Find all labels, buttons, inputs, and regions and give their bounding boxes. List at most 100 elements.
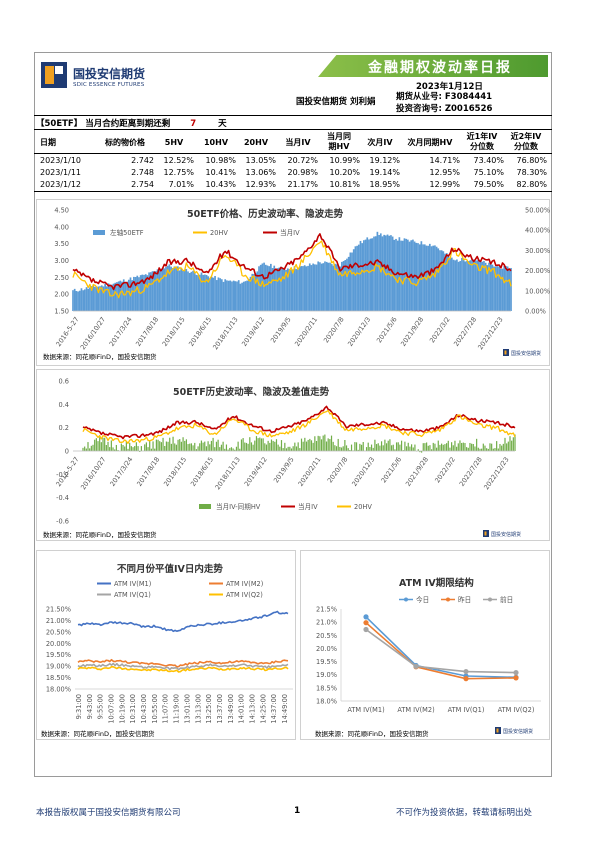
table-cell: 12.93%: [245, 180, 276, 189]
chart3-legend-q2: ATM IV(Q2): [226, 591, 263, 599]
chart3-x-tick: 13:37:00: [216, 694, 224, 724]
table-cell: 73.40%: [473, 156, 504, 165]
chart3-y-tick: 18.50%: [46, 674, 71, 682]
chart1-x-tick: 2021/9/28: [399, 316, 425, 348]
chart1-x-tick: 2020/7/8: [322, 316, 346, 345]
table-header-cell: 近1年IV 分位数: [466, 132, 498, 151]
table-cell: 10.98%: [205, 156, 236, 165]
chart1-x-tick: 2018/6/15: [187, 316, 213, 348]
chart3-x-tick: 9:31:00: [75, 694, 83, 719]
chart2-x-tick: 2019/4/12: [243, 456, 269, 488]
table-cell: 2023/1/10: [40, 156, 82, 165]
chart4-legend-today-marker: [404, 597, 408, 602]
chart1-x-tick: 2019/9/5: [269, 316, 293, 345]
chart2-x-tick: 2018/11/13: [214, 456, 242, 492]
table-cell: 20.98%: [287, 168, 318, 177]
chart4-point: [363, 614, 369, 620]
days-unit: 天: [218, 119, 227, 129]
table-header-cell: 近2年IV 分位数: [510, 132, 542, 151]
chart3-x-tick: 10:43:00: [140, 694, 148, 724]
table-header-cell: 标的物价格: [105, 138, 145, 147]
chart4-legend-yesterday: 昨日: [458, 595, 471, 604]
chart1-source: 数据来源：同花顺iFinD，国投安信期货: [43, 353, 157, 361]
logo-mark-icon: [41, 62, 67, 88]
table-cell: 79.50%: [473, 180, 504, 189]
chart3-x-tick: 14:25:00: [259, 694, 267, 724]
table-cell: 12.99%: [429, 180, 460, 189]
chart1-x-tick: 2017/3/24: [108, 316, 134, 348]
chart4-point: [463, 676, 469, 682]
chart4-y-tick: 20.0%: [316, 645, 337, 653]
chart3-x-tick: 9:43:00: [86, 694, 94, 719]
chart3-legend-m2: ATM IV(M2): [226, 580, 263, 588]
chart4-point: [513, 675, 519, 681]
chart4-point: [513, 670, 519, 676]
chart2-x-tick: 2020/2/11: [297, 456, 323, 488]
chart4-y-tick: 21.5%: [316, 606, 337, 614]
chart2-y-tick: 0.6: [59, 378, 70, 386]
chart2-x-tick: 2020/7/8: [326, 456, 350, 485]
table-cell: 82.80%: [516, 180, 547, 189]
chart2-y-tick: -0.4: [56, 494, 69, 502]
chart1-x-tick: 2016-5-27: [55, 316, 81, 349]
table-cell: 2.748: [131, 168, 154, 177]
chart1-y-right-tick: 50.00%: [525, 207, 550, 215]
chart4-legend-daybefore-marker: [488, 597, 492, 602]
chart2-y-tick: -0.6: [56, 518, 69, 526]
table-header-rule: [34, 153, 552, 154]
chart1-y-left-tick: 4.50: [54, 207, 69, 215]
chart4-x-tick: ATM IV(Q2): [498, 706, 535, 714]
chart4-panel: ATM IV期限结构 21.5% 21.0% 20.5% 20.0% 19.5% 19.0…: [300, 550, 550, 740]
chart2-x-tick: 2020/12/3: [350, 456, 376, 488]
table-cell: 7.01%: [168, 180, 194, 189]
page-frame: [34, 52, 552, 777]
chart4-y-tick: 19.5%: [316, 658, 337, 666]
table-top-rule: [34, 115, 552, 116]
chart1-y-right-tick: 10.00%: [525, 287, 550, 295]
table-header-cell: 20HV: [243, 138, 269, 147]
chart2-x-tick: 2021/5/6: [380, 456, 404, 485]
table-header-cell: 日期: [40, 138, 56, 147]
chart3-title: 不同月份平值IV日内走势: [117, 564, 223, 575]
company-logo: 国投安信期货 SDIC ESSENCE FUTURES: [41, 62, 161, 102]
source-stamp-label: 国投安信期货: [491, 531, 521, 538]
chart3-x-tick: 10:19:00: [118, 694, 126, 724]
source-stamp-accent: [496, 728, 499, 733]
table-title: 【50ETF】 当月合约距离到期还剩 7 天: [36, 117, 227, 129]
table-cell: 2023/1/12: [40, 180, 82, 189]
report-title: 金融期权波动率日报: [368, 60, 512, 76]
chart3-x-tick: 13:25:00: [205, 694, 213, 724]
table-cell: 76.80%: [516, 156, 547, 165]
chart3-x-tick: 14:49:00: [281, 694, 289, 724]
report-banner: 金融期权波动率日报: [318, 55, 548, 77]
chart1-y-left-tick: 1.50: [54, 308, 69, 316]
chart3-y-tick: 21.00%: [46, 617, 71, 625]
chart4-point: [413, 663, 419, 669]
table-cell: 14.71%: [429, 156, 460, 165]
chart3-x-tick: 14:37:00: [270, 694, 278, 724]
chart3-source: 数据来源：同花顺iFinD，国投安信期货: [41, 730, 155, 738]
table-cell: 13.05%: [245, 156, 276, 165]
chart2-y-tick: -0.2: [56, 471, 69, 479]
chart2-y-tick: 0: [65, 448, 69, 456]
table-cell: 21.17%: [287, 180, 318, 189]
chart3-x-tick: 13:01:00: [183, 694, 191, 724]
footer-disclaimer: 不可作为投资依据，转载请标明出处: [396, 808, 533, 818]
chart1-y-left-tick: 2.00: [54, 291, 69, 299]
table-cell: 18.95%: [369, 180, 400, 189]
page-number: 1: [294, 806, 301, 816]
table-cell: 10.41%: [205, 168, 236, 177]
chart2-x-tick: 2018/1/15: [162, 456, 188, 488]
chart3-series-line: [77, 658, 289, 668]
chart2-svg: 0.60.40.20-0.2-0.4-0.62016-5-272016/10/2…: [55, 378, 522, 539]
chart1-y-left-tick: 3.00: [54, 257, 69, 265]
chart1-x-tick: 2022/3/2: [428, 316, 452, 345]
table-cell: 19.12%: [369, 156, 400, 165]
chart4-point: [463, 668, 469, 675]
report-author: 国投安信期货 刘利娟: [296, 97, 376, 107]
table-cell: 12.95%: [429, 168, 460, 177]
chart1-iv-line: [72, 233, 512, 291]
chart3-x-tick: 9:55:00: [97, 694, 105, 719]
chart1-x-tick: 2018/1/15: [161, 316, 187, 348]
chart1-x-tick: 2019/4/12: [240, 316, 266, 348]
